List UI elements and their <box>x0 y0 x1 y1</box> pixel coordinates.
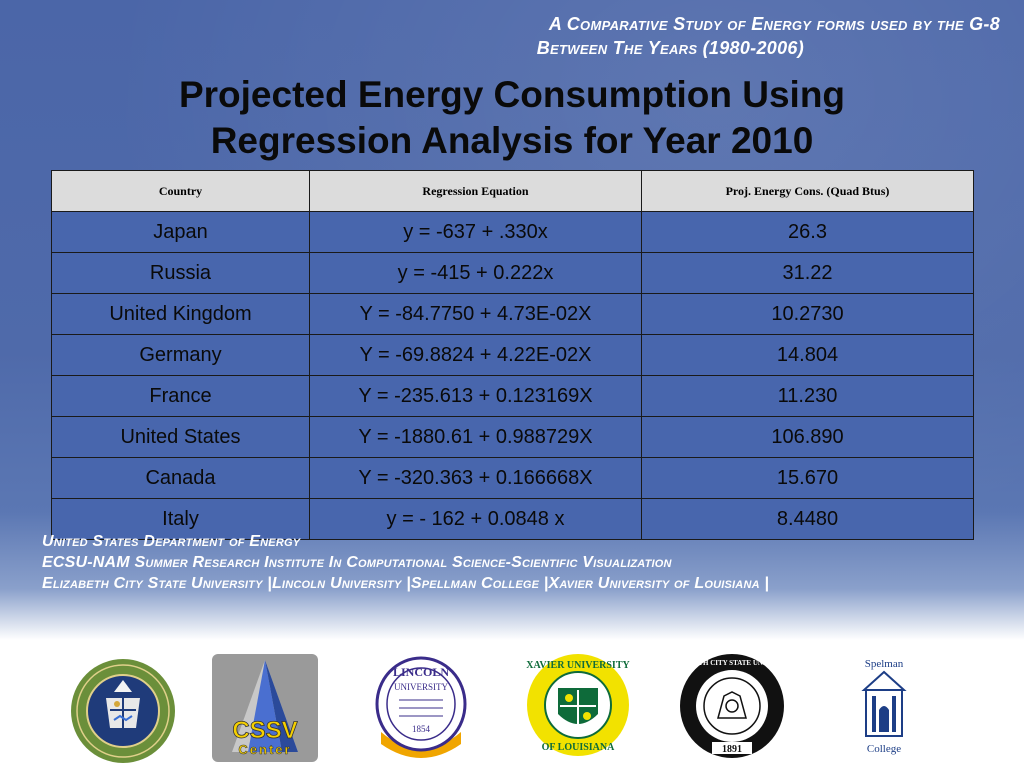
study-header-line2: Between The Years (1980-2006) <box>536 38 804 58</box>
spelman-logo-bottom: College <box>867 743 901 755</box>
lincoln-seal-icon: LINCOLN UNIVERSITY 1854 <box>373 654 469 762</box>
cell-projection: 31.22 <box>641 252 974 294</box>
cell-country: United States <box>51 416 310 458</box>
cssv-logo-subtext: Center <box>238 742 291 757</box>
cssv-logo-icon: CSSV Center <box>212 654 318 762</box>
cell-country: Russia <box>51 252 310 294</box>
cell-projection: 10.2730 <box>641 293 974 335</box>
column-header-country: Country <box>51 170 310 212</box>
table-row: Italy y = - 162 + 0.0848 x 8.4480 <box>51 498 974 540</box>
table-row: Japan y = -637 + .330x 26.3 <box>51 211 974 253</box>
ecsu-seal-icon: ELIZABETH CITY STATE UNIVERSITY 1891 <box>667 652 797 760</box>
page-title: Projected Energy Consumption Using Regre… <box>0 72 1024 164</box>
cssv-logo-text: CSSV <box>232 717 297 744</box>
cell-equation: Y = -235.613 + 0.123169X <box>309 375 642 417</box>
cell-projection: 14.804 <box>641 334 974 376</box>
ecsu-seal-year: 1891 <box>722 744 742 755</box>
cell-country: Germany <box>51 334 310 376</box>
table-row: Canada Y = -320.363 + 0.166668X 15.670 <box>51 457 974 499</box>
cell-equation: Y = -69.8824 + 4.22E-02X <box>309 334 642 376</box>
cell-country: France <box>51 375 310 417</box>
ecsu-seal-top: ELIZABETH CITY STATE UNIVERSITY <box>680 659 784 667</box>
cell-country: Japan <box>51 211 310 253</box>
lincoln-seal-top: LINCOLN <box>393 665 449 679</box>
cell-projection: 11.230 <box>641 375 974 417</box>
cell-projection: 8.4480 <box>641 498 974 540</box>
logo-strip: CSSV Center LINCOLN UNIVERSITY 1854 XAV <box>0 650 1024 763</box>
cell-country: Canada <box>51 457 310 499</box>
cell-projection: 15.670 <box>641 457 974 499</box>
cell-equation: Y = -84.7750 + 4.73E-02X <box>309 293 642 335</box>
sponsor-footer: United States Department of Energy ECSU-… <box>42 531 769 594</box>
spelman-logo-icon: Spelman College <box>856 656 912 760</box>
column-header-equation: Regression Equation <box>309 170 642 212</box>
lincoln-seal-mid: UNIVERSITY <box>394 682 448 692</box>
table-header-row: Country Regression Equation Proj. Energy… <box>51 170 974 212</box>
footer-line2: ECSU-NAM Summer Research Institute In Co… <box>42 554 672 571</box>
xavier-seal-bottom: OF LOUISIANA <box>542 742 615 753</box>
lincoln-seal-year: 1854 <box>412 724 431 734</box>
study-header: A Comparative Study of Energy forms used… <box>537 12 1000 60</box>
table-row: United Kingdom Y = -84.7750 + 4.73E-02X … <box>51 293 974 335</box>
cell-equation: Y = -1880.61 + 0.988729X <box>309 416 642 458</box>
cell-equation: y = -415 + 0.222x <box>309 252 642 294</box>
table-row: Russia y = -415 + 0.222x 31.22 <box>51 252 974 294</box>
table-row: United States Y = -1880.61 + 0.988729X 1… <box>51 416 974 458</box>
cell-projection: 106.890 <box>641 416 974 458</box>
xavier-seal-icon: XAVIER UNIVERSITY OF LOUISIANA <box>526 652 631 758</box>
cell-equation: Y = -320.363 + 0.166668X <box>309 457 642 499</box>
footer-line3: Elizabeth City State University |Lincoln… <box>42 575 770 592</box>
study-header-line1: A Comparative Study of Energy forms used… <box>548 14 1000 34</box>
spelman-logo-top: Spelman <box>865 658 904 670</box>
xavier-seal-top: XAVIER UNIVERSITY <box>526 660 630 671</box>
footer-line1: United States Department of Energy <box>42 533 301 550</box>
cell-country: Italy <box>51 498 310 540</box>
table-row: France Y = -235.613 + 0.123169X 11.230 <box>51 375 974 417</box>
cell-equation: y = - 162 + 0.0848 x <box>309 498 642 540</box>
table-row: Germany Y = -69.8824 + 4.22E-02X 14.804 <box>51 334 974 376</box>
page-title-line2: Regression Analysis for Year 2010 <box>210 120 814 161</box>
projection-table: Country Regression Equation Proj. Energy… <box>51 170 974 540</box>
page-title-line1: Projected Energy Consumption Using <box>178 74 846 115</box>
doe-seal-icon <box>70 658 176 764</box>
cell-projection: 26.3 <box>641 211 974 253</box>
column-header-projection: Proj. Energy Cons. (Quad Btus) <box>641 170 974 212</box>
cell-country: United Kingdom <box>51 293 310 335</box>
cell-equation: y = -637 + .330x <box>309 211 642 253</box>
